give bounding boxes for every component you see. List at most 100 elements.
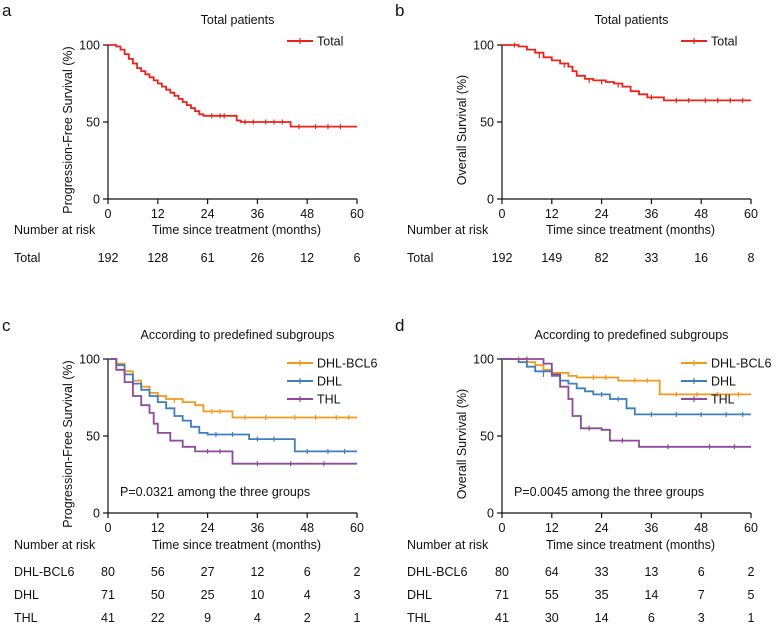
risk-value: 80 — [495, 565, 509, 579]
y-axis-label: Overall Survival (%) — [455, 75, 469, 185]
risk-table-header: Number at risk — [14, 223, 96, 237]
risk-value: 4 — [254, 611, 261, 624]
risk-value: 3 — [698, 611, 705, 624]
y-tick-label: 0 — [487, 193, 494, 207]
x-axis-label: Time since treatment (months) — [152, 538, 321, 552]
km-curve-total — [108, 44, 357, 128]
risk-value: 55 — [545, 588, 559, 602]
panel-a: a Total patients 0 50 100 0 12 24 36 48 60 Progress… — [2, 1, 364, 265]
risk-value: 71 — [101, 588, 115, 602]
risk-value: 5 — [748, 588, 755, 602]
risk-row-label: DHL — [14, 588, 39, 602]
risk-value: 27 — [201, 565, 215, 579]
risk-value: 6 — [304, 565, 311, 579]
y-tick-label: 100 — [79, 39, 100, 53]
risk-value: 1 — [354, 611, 361, 624]
y-tick-label: 0 — [487, 507, 494, 521]
risk-value: 16 — [694, 251, 708, 265]
y-tick-label: 100 — [473, 39, 494, 53]
legend-label: DHL — [711, 375, 736, 389]
risk-value: 22 — [151, 611, 165, 624]
risk-value: 9 — [204, 611, 211, 624]
x-tick-label: 36 — [644, 521, 658, 535]
risk-value: 50 — [151, 588, 165, 602]
km-curve-dhl — [108, 358, 357, 453]
x-tick-label: 0 — [499, 207, 506, 221]
km-curve-thl — [108, 358, 357, 465]
p-value-annotation: P=0.0321 among the three groups — [120, 485, 310, 499]
risk-value: 2 — [748, 565, 755, 579]
risk-value: 71 — [495, 588, 509, 602]
panel-letter: b — [395, 1, 404, 20]
km-curve-thl — [502, 358, 751, 448]
panel-title: Total patients — [595, 13, 669, 27]
y-tick-label: 50 — [86, 430, 100, 444]
risk-value: 80 — [101, 565, 115, 579]
risk-table-header: Number at risk — [14, 538, 96, 552]
risk-row-label: DHL-BCL6 — [14, 565, 74, 579]
panel-title: Total patients — [201, 13, 275, 27]
x-tick-label: 36 — [250, 207, 264, 221]
risk-value: 2 — [354, 565, 361, 579]
x-tick-label: 12 — [151, 521, 165, 535]
risk-value: 3 — [354, 588, 361, 602]
risk-value: 41 — [101, 611, 115, 624]
risk-value: 192 — [492, 251, 513, 265]
panel-letter: a — [2, 1, 12, 20]
risk-value: 25 — [201, 588, 215, 602]
x-tick-label: 48 — [694, 521, 708, 535]
legend-label: DHL — [317, 375, 342, 389]
risk-value: 10 — [250, 588, 264, 602]
x-axis-label: Time since treatment (months) — [152, 223, 321, 237]
risk-value: 192 — [98, 251, 119, 265]
risk-value: 26 — [250, 251, 264, 265]
risk-value: 8 — [748, 251, 755, 265]
risk-value: 35 — [595, 588, 609, 602]
risk-row-label: Total — [407, 251, 433, 265]
risk-value: 33 — [644, 251, 658, 265]
x-tick-label: 60 — [350, 521, 364, 535]
risk-value: 61 — [201, 251, 215, 265]
y-tick-label: 100 — [473, 353, 494, 367]
risk-value: 6 — [698, 565, 705, 579]
x-tick-label: 12 — [545, 207, 559, 221]
x-tick-label: 12 — [151, 207, 165, 221]
x-tick-label: 24 — [595, 521, 609, 535]
legend-label: THL — [711, 393, 735, 407]
risk-row-label: DHL — [407, 588, 432, 602]
risk-value: 1 — [748, 611, 755, 624]
risk-table-header: Number at risk — [407, 538, 489, 552]
x-tick-label: 60 — [744, 521, 758, 535]
x-tick-label: 36 — [250, 521, 264, 535]
x-tick-label: 24 — [595, 207, 609, 221]
risk-value: 128 — [147, 251, 168, 265]
risk-value: 149 — [541, 251, 562, 265]
x-tick-label: 36 — [644, 207, 658, 221]
risk-value: 4 — [304, 588, 311, 602]
risk-value: 12 — [300, 251, 314, 265]
y-tick-label: 0 — [93, 507, 100, 521]
panel-b: b Total patients 0 50 100 0 12 24 36 48 60 Overall … — [395, 1, 758, 265]
risk-value: 14 — [595, 611, 609, 624]
risk-row-label: THL — [407, 611, 431, 624]
y-axis-label: Progression-Free Survival (%) — [61, 360, 75, 527]
y-tick-label: 0 — [93, 193, 100, 207]
risk-value: 64 — [545, 565, 559, 579]
risk-row-label: DHL-BCL6 — [407, 565, 467, 579]
x-tick-label: 12 — [545, 521, 559, 535]
risk-value: 82 — [595, 251, 609, 265]
risk-table-header: Number at risk — [407, 223, 489, 237]
x-tick-label: 24 — [201, 521, 215, 535]
km-curve-dhl — [502, 358, 751, 416]
x-tick-label: 24 — [201, 207, 215, 221]
y-tick-label: 50 — [480, 116, 494, 130]
x-tick-label: 0 — [499, 521, 506, 535]
legend-label: Total — [317, 35, 343, 49]
x-tick-label: 0 — [105, 207, 112, 221]
x-tick-label: 60 — [744, 207, 758, 221]
risk-value: 12 — [250, 565, 264, 579]
risk-value: 2 — [304, 611, 311, 624]
risk-value: 13 — [644, 565, 658, 579]
panel-letter: d — [395, 316, 404, 335]
